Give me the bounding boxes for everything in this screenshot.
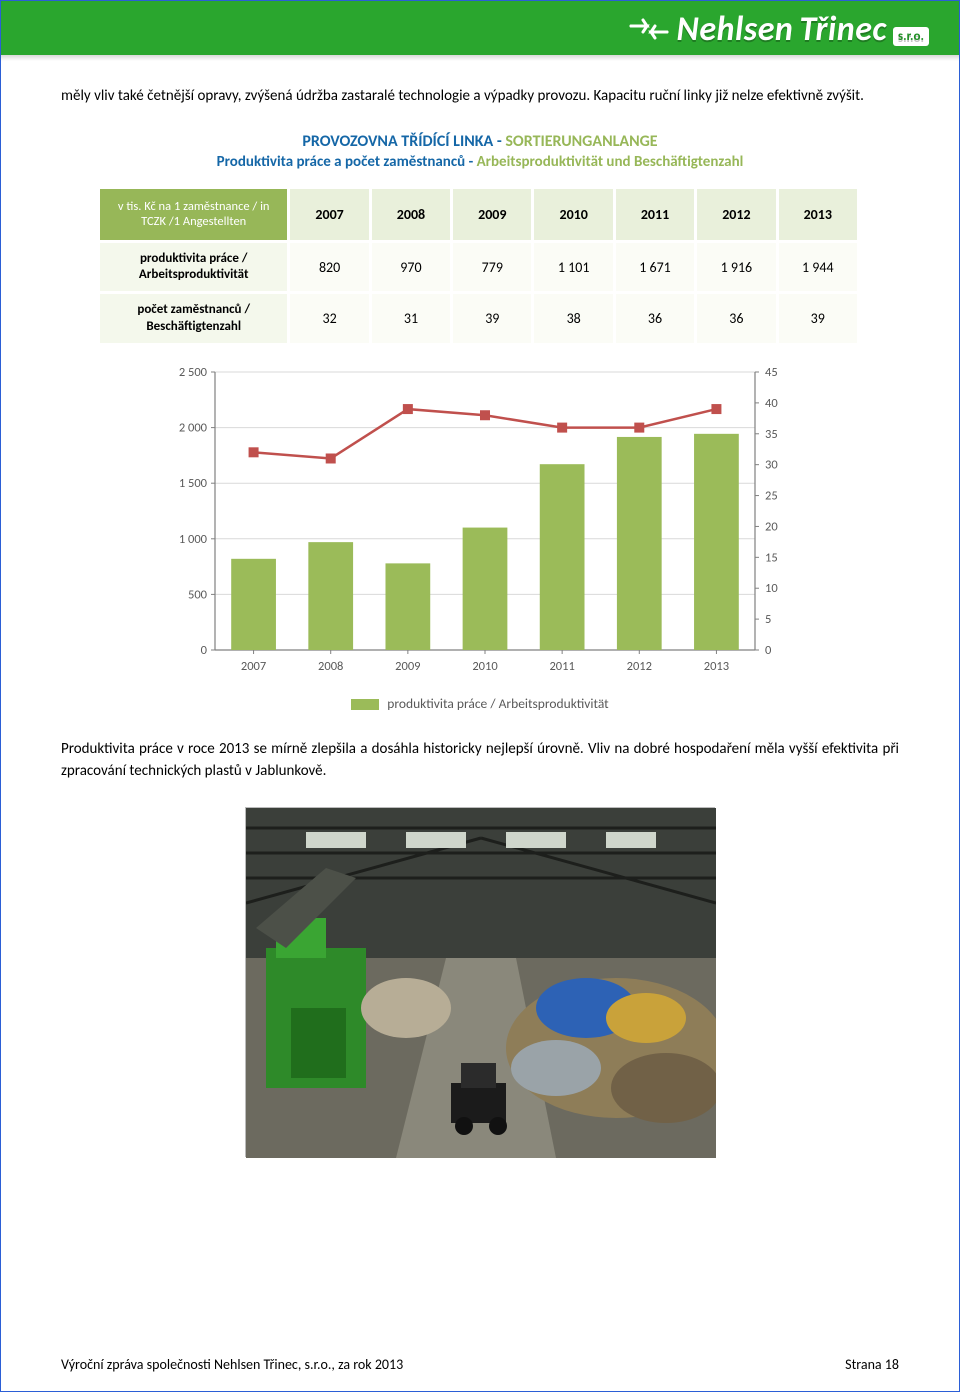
subtitle-de: Arbeitsproduktivität und Beschäftigtenza…	[477, 153, 744, 171]
data-table: v tis. Kč na 1 zaměstnance / in TCZK /1 …	[100, 189, 860, 346]
svg-text:15: 15	[765, 550, 778, 565]
svg-text:45: 45	[765, 365, 778, 380]
svg-text:2012: 2012	[627, 659, 652, 674]
svg-text:2 500: 2 500	[179, 365, 208, 380]
subtitle-cs: Produktivita práce a počet zaměstnanců	[217, 153, 466, 171]
row-label: počet zaměstnanců / Beschäftigtenzahl	[100, 293, 289, 345]
cell: 970	[370, 241, 451, 293]
col-year: 2013	[777, 189, 858, 242]
section-title: PROVOZOVNA TŘÍDÍCÍ LINKA - SORTIERUNGANL…	[61, 132, 899, 171]
svg-text:0: 0	[201, 643, 208, 658]
cell: 39	[777, 293, 858, 345]
cell: 820	[289, 241, 370, 293]
chart-legend: produktivita práce / Arbeitsproduktivitä…	[160, 695, 800, 712]
brand-suffix: s.r.o.	[893, 27, 929, 46]
page: Nehlsen Třinec s.r.o. měly vliv také čet…	[0, 0, 960, 1392]
cell: 36	[614, 293, 695, 345]
col-year: 2007	[289, 189, 370, 242]
cell: 779	[452, 241, 533, 293]
cell: 1 916	[696, 241, 777, 293]
cell: 38	[533, 293, 614, 345]
svg-text:2010: 2010	[472, 659, 498, 674]
brand-logo: Nehlsen Třinec s.r.o.	[627, 9, 930, 50]
table-row: počet zaměstnanců / Beschäftigtenzahl 32…	[100, 293, 859, 345]
col-year: 2010	[533, 189, 614, 242]
brand-part1: Nehlsen	[677, 9, 794, 50]
svg-text:2007: 2007	[241, 659, 266, 674]
svg-text:10: 10	[765, 581, 778, 596]
cell: 39	[452, 293, 533, 345]
svg-text:5: 5	[765, 612, 771, 627]
title-de: SORTIERUNGANLANGE	[505, 132, 657, 151]
footer-right: Strana 18	[845, 1356, 899, 1373]
header-bar: Nehlsen Třinec s.r.o.	[1, 1, 959, 55]
col-year: 2012	[696, 189, 777, 242]
svg-text:30: 30	[765, 457, 778, 472]
svg-text:1 000: 1 000	[179, 532, 208, 547]
legend-label: produktivita práce / Arbeitsproduktivitä…	[387, 695, 608, 712]
row-label: produktivita práce / Arbeitsproduktivitä…	[100, 241, 289, 293]
brand-icon	[627, 14, 671, 44]
cell: 31	[370, 293, 451, 345]
table-row: produktivita práce / Arbeitsproduktivitä…	[100, 241, 859, 293]
chart: 0 500 1 000 1 500 2 000 2 500 0 5 10 15 20 25 30 35 40…	[160, 362, 800, 712]
svg-text:2009: 2009	[395, 659, 420, 674]
footer-left: Výroční zpráva společnosti Nehlsen Třine…	[61, 1356, 403, 1373]
photo-placeholder-svg	[246, 808, 716, 1158]
svg-text:20: 20	[765, 519, 778, 534]
svg-text:35: 35	[765, 427, 778, 442]
cell: 32	[289, 293, 370, 345]
col-year: 2008	[370, 189, 451, 242]
table-corner: v tis. Kč na 1 zaměstnance / in TCZK /1 …	[100, 189, 289, 242]
brand-part2: Třinec	[799, 9, 887, 50]
intro-paragraph: měly vliv také četnější opravy, zvýšená …	[61, 85, 899, 108]
title-cs: PROVOZOVNA TŘÍDÍCÍ LINKA	[302, 132, 493, 151]
cell: 1 101	[533, 241, 614, 293]
svg-text:1 500: 1 500	[179, 476, 208, 491]
svg-text:2011: 2011	[549, 659, 574, 674]
legend-swatch	[351, 699, 379, 710]
chart-svg: 0 500 1 000 1 500 2 000 2 500 0 5 10 15 20 25 30 35 40…	[160, 362, 800, 682]
svg-text:40: 40	[765, 396, 778, 411]
svg-text:25: 25	[765, 488, 778, 503]
cell: 36	[696, 293, 777, 345]
page-footer: Výroční zpráva společnosti Nehlsen Třine…	[1, 1346, 959, 1391]
facility-photo	[245, 807, 715, 1157]
svg-text:2013: 2013	[704, 659, 729, 674]
paragraph-2: Produktivita práce v roce 2013 se mírně …	[61, 738, 899, 783]
col-year: 2009	[452, 189, 533, 242]
svg-text:500: 500	[188, 587, 208, 602]
table-header-row: v tis. Kč na 1 zaměstnance / in TCZK /1 …	[100, 189, 859, 242]
cell: 1 671	[614, 241, 695, 293]
svg-text:2008: 2008	[318, 659, 343, 674]
col-year: 2011	[614, 189, 695, 242]
cell: 1 944	[777, 241, 858, 293]
svg-text:2 000: 2 000	[179, 420, 208, 435]
svg-text:0: 0	[765, 643, 772, 658]
content-area: měly vliv také četnější opravy, zvýšená …	[1, 55, 959, 1346]
